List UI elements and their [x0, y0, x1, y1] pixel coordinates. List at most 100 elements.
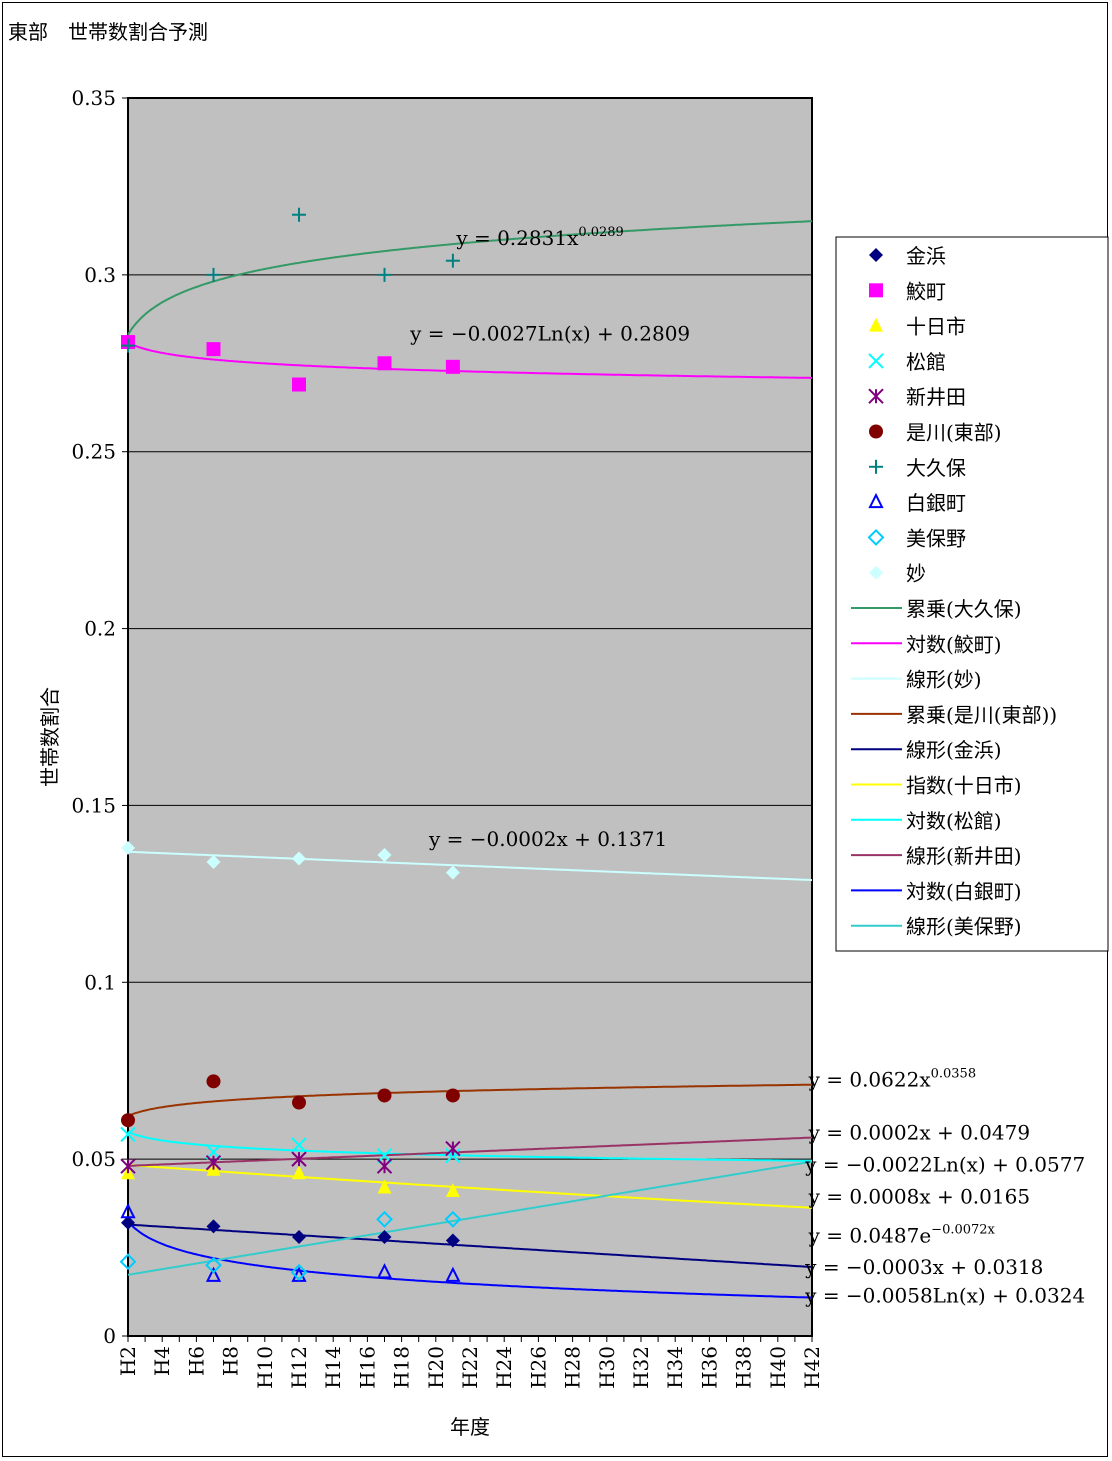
data-point — [292, 1165, 306, 1180]
trendline — [127, 1164, 813, 1209]
x-tick-label: H10 — [253, 1346, 277, 1389]
data-point — [205, 1266, 222, 1282]
x-axis-label: 年度 — [450, 1415, 490, 1439]
data-point — [445, 1140, 461, 1157]
trendline — [127, 1136, 812, 1167]
legend-entry: 線形(美保野) — [906, 915, 1022, 939]
trendline-equation: y = −0.0058Ln(x) + 0.0324 — [804, 1283, 1085, 1307]
legend-entry: 指数(十日市) — [906, 774, 1022, 798]
x-tick-label: H24 — [492, 1346, 516, 1389]
trendline — [128, 850, 813, 882]
trendline — [127, 1160, 813, 1276]
data-point — [377, 267, 392, 282]
legend-entry: 累乗(是川(東部)) — [906, 703, 1057, 727]
trendline — [127, 220, 813, 336]
data-point — [868, 388, 884, 404]
legend-entry: 是川(東部) — [906, 421, 1002, 445]
trendline-equation: y = 0.0487e−0.0072x — [808, 1222, 996, 1247]
trendline-equation: y = −0.0022Ln(x) + 0.0577 — [804, 1153, 1085, 1177]
data-point — [292, 207, 306, 222]
legend-entry: 対数(白銀町) — [906, 879, 1022, 903]
y-tick-label: 0.15 — [71, 793, 116, 817]
data-point — [292, 1095, 306, 1110]
data-point — [868, 353, 884, 369]
data-point — [205, 1256, 222, 1274]
x-tick-label: H42 — [800, 1346, 824, 1389]
data-point — [377, 1088, 392, 1103]
legend-entry: 十日市 — [906, 315, 966, 339]
y-tick-label: 0.3 — [84, 263, 116, 287]
x-tick-label: H8 — [219, 1346, 243, 1376]
x-tick-label: H30 — [595, 1346, 619, 1389]
trendline-equation: y = −0.0003x + 0.0318 — [804, 1255, 1043, 1279]
data-point — [445, 1147, 461, 1164]
data-point — [445, 1266, 461, 1282]
y-tick-label: 0 — [103, 1324, 116, 1348]
trendline-equation: y = 0.2831x0.0289 — [455, 225, 624, 250]
x-tick-label: H34 — [663, 1346, 687, 1389]
trendline-equation: y = 0.0002x + 0.0479 — [808, 1121, 1030, 1145]
data-point — [376, 1210, 393, 1228]
data-point — [445, 253, 460, 268]
x-tick-label: H26 — [526, 1346, 550, 1389]
data-point — [376, 1263, 393, 1279]
x-tick-label: H16 — [355, 1346, 379, 1389]
data-point — [206, 1074, 221, 1089]
x-tick-label: H18 — [390, 1346, 414, 1389]
legend-entry: 線形(金浜) — [906, 738, 1002, 762]
x-tick-label: H32 — [629, 1346, 653, 1389]
data-point — [206, 342, 221, 357]
plot-border — [127, 97, 813, 1337]
data-point — [205, 1154, 222, 1171]
legend-entry: 線形(新井田) — [906, 844, 1022, 868]
x-tick-label: H4 — [150, 1346, 174, 1376]
y-tick-label: 0.2 — [84, 617, 116, 641]
data-point — [206, 855, 221, 870]
plot-area — [128, 98, 812, 1336]
data-point — [121, 1113, 135, 1128]
data-point — [291, 1137, 307, 1153]
data-point — [444, 1210, 462, 1228]
data-point — [120, 1158, 136, 1174]
trendline — [127, 1220, 813, 1299]
data-point — [445, 359, 460, 374]
y-axis-label: 世帯数割合 — [38, 687, 62, 787]
legend-entry: 美保野 — [906, 526, 966, 550]
x-tick-label: H36 — [697, 1346, 721, 1389]
legend-entry: 白銀町 — [906, 491, 966, 515]
data-point — [206, 1219, 221, 1234]
chart-title: 東部 世帯数割合予測 — [8, 20, 208, 44]
trendline — [127, 1083, 812, 1117]
data-point — [445, 1233, 460, 1248]
data-point — [377, 356, 392, 371]
data-point — [292, 377, 306, 392]
data-point — [119, 1253, 137, 1271]
legend-entry: 対数(松館) — [906, 809, 1002, 833]
data-point — [120, 1202, 136, 1219]
data-point — [377, 1179, 392, 1194]
y-tick-label: 0.05 — [71, 1147, 116, 1171]
x-tick-label: H14 — [321, 1346, 345, 1389]
data-point — [376, 1158, 393, 1174]
x-tick-label: H28 — [561, 1346, 585, 1389]
legend-entry: 妙 — [906, 562, 926, 586]
data-point — [869, 317, 883, 332]
data-point — [445, 865, 460, 880]
data-point — [121, 338, 135, 353]
data-point — [377, 1229, 392, 1244]
trendlines — [127, 220, 813, 1299]
legend-entry: 金浜 — [906, 244, 946, 268]
y-tick-label: 0.35 — [71, 86, 116, 110]
legend-entry: 線形(妙) — [906, 668, 982, 692]
data-point — [869, 459, 883, 474]
legend-entry: 松館 — [906, 350, 946, 374]
trendline-equation: y = 0.0622x0.0358 — [808, 1067, 977, 1092]
data-point — [206, 267, 221, 282]
x-tick-label: H22 — [458, 1346, 482, 1389]
data-point — [869, 565, 883, 580]
trendline-equation: y = −0.0002x + 0.1371 — [428, 827, 667, 851]
data-point — [291, 1151, 307, 1167]
data-point — [120, 1126, 136, 1143]
